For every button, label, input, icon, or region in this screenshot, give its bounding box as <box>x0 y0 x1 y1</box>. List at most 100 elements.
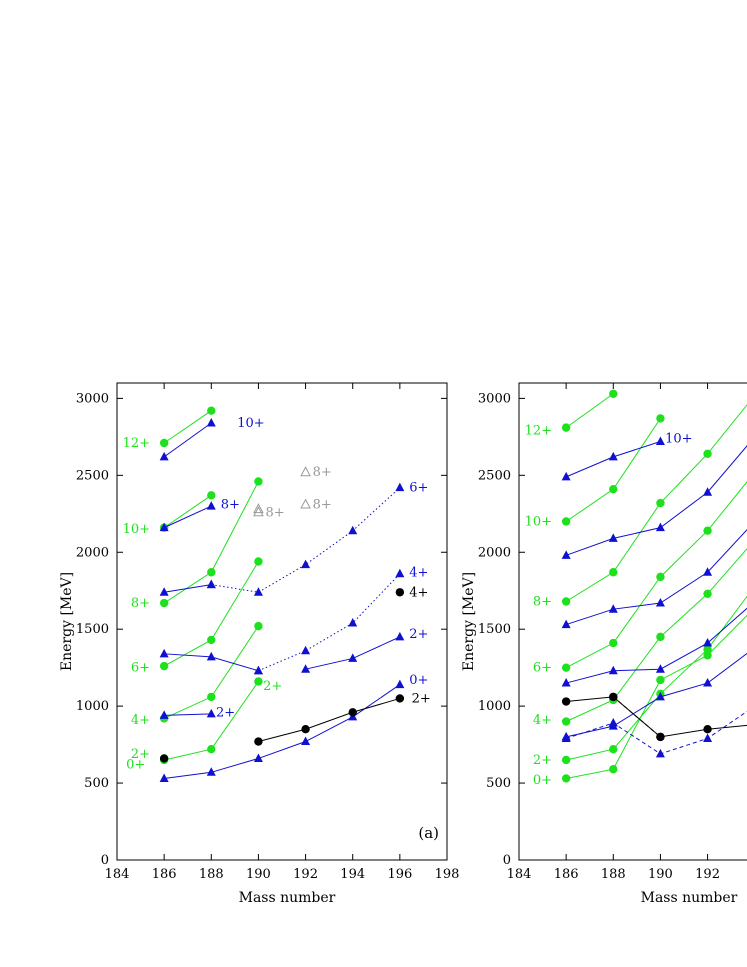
data-point <box>348 618 358 627</box>
series-13 <box>206 482 405 596</box>
level-label: 0+ <box>126 758 145 773</box>
series-11 <box>301 631 405 673</box>
x-tick-label: 196 <box>387 867 412 882</box>
data-point <box>300 466 311 477</box>
level-label: 2+ <box>412 691 431 706</box>
x-tick-label: 192 <box>695 867 720 882</box>
series-8 <box>561 436 665 481</box>
level-label: 4+ <box>533 713 552 728</box>
data-point <box>703 644 712 654</box>
data-point <box>395 482 405 492</box>
data-point <box>301 559 311 569</box>
data-point <box>703 589 712 599</box>
data-point <box>159 754 169 763</box>
x-tick-label: 184 <box>105 867 130 882</box>
chart-panel-1: 0 500 1000 1500 2000 2500 3000 184 186 188 190 192 1… <box>59 382 459 906</box>
data-point <box>655 436 665 445</box>
data-layer: 12+ 10+ 10+ 8+ 6+ 4+ 2+ 0+ <box>525 389 747 788</box>
series-line <box>163 410 212 444</box>
data-point <box>159 648 169 658</box>
x-tick-label: 194 <box>340 867 365 882</box>
y-axis-label: Energy [MeV] <box>59 572 75 671</box>
series-line <box>164 584 212 593</box>
data-point <box>703 526 712 535</box>
data-point <box>207 406 216 415</box>
y-tick-label: 2500 <box>478 468 511 483</box>
data-point <box>561 471 571 481</box>
y-tick-label: 500 <box>486 776 511 791</box>
series-3 <box>561 548 747 726</box>
x-tick-label: 184 <box>507 867 532 882</box>
level-label: 2+ <box>263 679 282 694</box>
series-line <box>612 696 661 738</box>
data-point <box>609 568 618 577</box>
data-point <box>253 503 264 514</box>
data-point <box>159 522 169 532</box>
data-point <box>254 737 263 746</box>
data-point <box>608 665 618 675</box>
level-label: 2+ <box>216 705 235 720</box>
data-point <box>159 438 169 448</box>
data-point <box>703 725 712 734</box>
x-axis-label: Mass number <box>641 890 738 906</box>
data-point <box>254 677 263 686</box>
data-point <box>608 451 618 461</box>
series-1 <box>561 614 747 783</box>
data-point <box>656 675 665 685</box>
data-point <box>655 664 665 673</box>
series-17 <box>159 588 405 763</box>
level-label: 4+ <box>131 713 150 728</box>
x-tick-label: 192 <box>293 867 318 882</box>
data-point <box>395 588 405 597</box>
data-point <box>561 423 571 432</box>
series-13 <box>561 710 747 758</box>
data-layer: 12+10+10+8+8+6+4+2+2+0+2+8+8+8+6+4+4+2+0… <box>123 406 431 782</box>
level-label: 8+ <box>266 505 285 520</box>
y-tick-label: 1000 <box>478 699 511 714</box>
series-14 <box>561 692 747 742</box>
y-axis-label: Energy [MeV] <box>461 572 477 671</box>
data-point <box>348 708 357 717</box>
data-point <box>207 491 216 500</box>
series-2 <box>561 595 747 765</box>
series-1 <box>159 677 263 765</box>
series-7 <box>561 389 618 432</box>
data-point <box>395 679 405 689</box>
series-line <box>163 505 212 529</box>
level-label: 8+ <box>533 594 552 609</box>
data-point <box>206 418 216 427</box>
level-label: 0+ <box>533 773 552 788</box>
data-point <box>609 692 618 702</box>
data-point <box>159 773 169 782</box>
y-tick-label: 0 <box>101 853 109 868</box>
data-point <box>609 484 618 494</box>
series-line <box>565 418 661 522</box>
data-point <box>561 733 571 742</box>
series-15 <box>159 418 216 461</box>
data-point <box>609 389 618 398</box>
level-label: 8+ <box>313 498 332 513</box>
data-point <box>159 661 169 671</box>
series-6 <box>159 406 216 448</box>
data-point <box>561 678 571 687</box>
data-point <box>561 663 571 672</box>
series-10 <box>253 568 405 675</box>
data-point <box>159 451 169 461</box>
x-tick-label: 188 <box>601 867 626 882</box>
data-point <box>656 732 665 742</box>
series-line <box>163 561 259 667</box>
series-5 <box>561 404 747 606</box>
level-label: 2+ <box>409 627 428 642</box>
data-point <box>395 568 405 578</box>
data-point <box>206 708 216 718</box>
data-point <box>609 638 618 648</box>
data-point <box>608 604 618 613</box>
level-label: 8+ <box>221 498 240 513</box>
data-point <box>561 755 571 765</box>
data-point <box>561 550 571 559</box>
data-point <box>561 697 571 706</box>
series-line <box>258 697 400 743</box>
series-line <box>305 636 401 670</box>
data-point <box>395 631 405 641</box>
